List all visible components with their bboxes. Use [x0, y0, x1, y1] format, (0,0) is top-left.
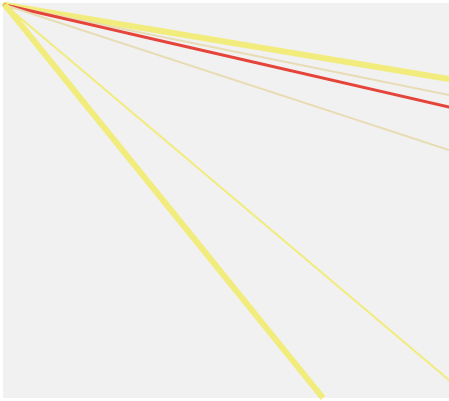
ray-yellow-thick-upper [2, 2, 449, 82]
canvas-background [3, 3, 449, 398]
ray-tan-thin-upper [4, 4, 449, 96]
ray-yellow-thin-diagonal [4, 4, 449, 381]
ray-tan-thin-lower [4, 4, 449, 151]
ray-red [3, 3, 449, 109]
ray-yellow-thick-steep [2, 3, 326, 400]
